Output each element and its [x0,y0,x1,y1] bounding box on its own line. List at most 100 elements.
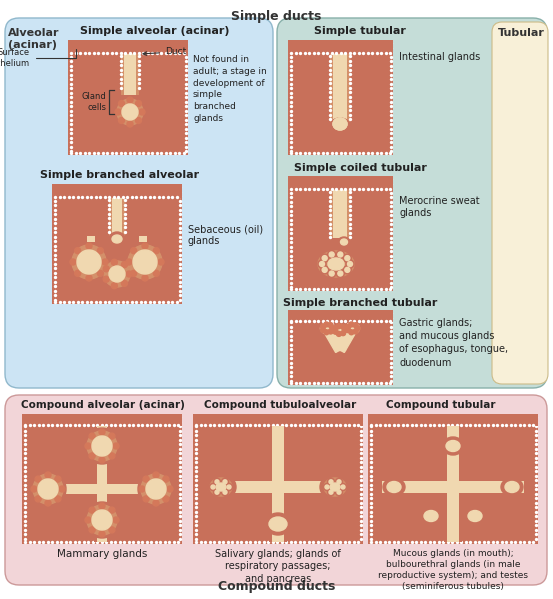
Circle shape [103,266,109,272]
Circle shape [84,428,120,464]
Circle shape [153,500,159,506]
Circle shape [114,96,146,128]
Circle shape [213,489,221,496]
Ellipse shape [468,510,482,522]
Circle shape [321,254,328,262]
Ellipse shape [320,474,350,500]
Bar [36,484,168,494]
Circle shape [125,242,165,282]
Circle shape [325,485,329,489]
Ellipse shape [216,483,226,491]
Circle shape [327,479,335,485]
Bar [347,190,350,238]
Bar [345,322,348,348]
Circle shape [109,527,115,533]
Circle shape [87,505,117,535]
Circle shape [135,101,142,107]
Ellipse shape [333,118,347,130]
Circle shape [141,474,171,504]
Bar [22,414,182,544]
Bar [36,481,168,497]
Circle shape [215,490,219,494]
Circle shape [75,247,81,254]
Circle shape [117,99,143,125]
Bar [124,54,136,95]
Text: Duct: Duct [143,47,186,56]
Circle shape [329,490,333,494]
Circle shape [77,250,101,274]
Ellipse shape [109,232,125,246]
Bar [332,322,335,348]
Text: Mammary glands: Mammary glands [57,549,147,559]
Circle shape [122,280,128,286]
Ellipse shape [330,483,340,491]
Circle shape [104,261,130,287]
Ellipse shape [505,482,519,492]
Circle shape [337,480,341,484]
Ellipse shape [210,478,232,496]
Text: Alveolar
(acinar): Alveolar (acinar) [8,28,60,50]
Circle shape [103,276,109,282]
Circle shape [328,323,333,328]
Text: Mucous glands (in mouth);
bulbourethral glands (in male
reproductive system); an: Mucous glands (in mouth); bulbourethral … [378,549,528,591]
Circle shape [75,270,81,276]
Circle shape [139,109,145,115]
Circle shape [328,329,333,334]
Circle shape [321,324,326,329]
Bar [330,190,333,238]
Circle shape [89,527,95,533]
Ellipse shape [442,437,464,455]
Text: Intestinal glands: Intestinal glands [399,52,480,62]
Circle shape [211,485,215,489]
Circle shape [167,486,173,492]
Circle shape [70,259,76,265]
Circle shape [85,443,91,449]
Ellipse shape [206,474,236,500]
Circle shape [343,266,351,274]
Polygon shape [332,330,348,350]
Circle shape [322,267,327,273]
Circle shape [89,453,95,459]
FancyBboxPatch shape [5,395,547,585]
Circle shape [111,259,117,265]
Ellipse shape [312,246,360,282]
Circle shape [92,436,112,456]
Ellipse shape [269,517,287,531]
Circle shape [210,483,217,491]
Circle shape [89,507,95,513]
Circle shape [99,457,105,463]
Ellipse shape [342,319,363,337]
Circle shape [138,471,174,507]
Ellipse shape [387,482,401,492]
Bar [288,40,393,155]
Circle shape [328,250,336,259]
Bar [288,176,393,291]
Text: Simple alveolar (acinar): Simple alveolar (acinar) [80,26,229,36]
Ellipse shape [324,478,346,496]
Bar [97,426,107,542]
Circle shape [109,433,115,439]
Ellipse shape [333,118,347,130]
Circle shape [146,479,166,499]
Circle shape [349,322,354,327]
Ellipse shape [330,322,350,338]
Circle shape [226,483,232,491]
Circle shape [97,247,103,254]
Circle shape [329,480,333,484]
Bar [87,236,95,242]
Ellipse shape [383,478,405,496]
Circle shape [111,283,117,289]
Circle shape [35,496,41,502]
Circle shape [227,485,231,489]
Bar [136,54,139,95]
Circle shape [329,252,334,257]
Bar [68,40,188,54]
Bar [207,478,349,496]
Circle shape [336,250,345,259]
Circle shape [321,266,328,274]
Circle shape [115,109,121,115]
Circle shape [89,433,95,439]
Circle shape [336,270,345,277]
Circle shape [321,328,326,332]
Circle shape [338,252,343,257]
